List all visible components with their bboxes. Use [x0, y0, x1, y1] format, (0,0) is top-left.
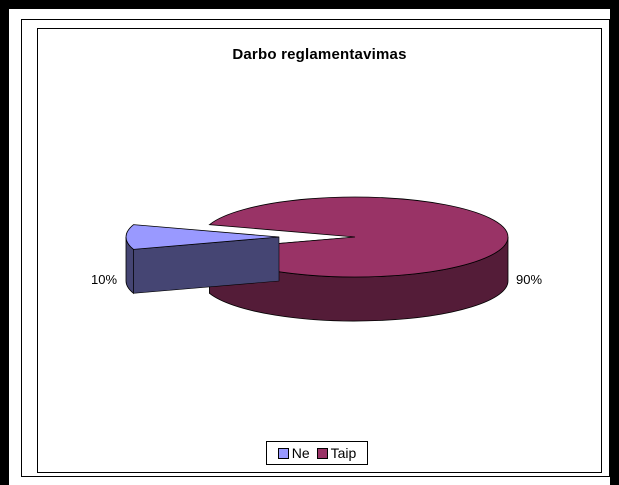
window-frame-left	[0, 0, 9, 485]
data-label-ne: 10%	[91, 272, 118, 287]
legend-swatch-ne	[277, 447, 289, 459]
legend-item-taip: Taip	[316, 445, 357, 461]
pie-slice-taip	[208, 196, 509, 278]
data-label-taip: 90%	[516, 272, 543, 287]
chart-legend: Ne Taip	[266, 441, 368, 465]
pie-slice-ne	[125, 224, 280, 250]
window-frame-right	[610, 0, 619, 485]
legend-label-ne: Ne	[291, 445, 310, 461]
legend-swatch-taip	[316, 447, 328, 459]
legend-label-taip: Taip	[330, 445, 357, 461]
window-frame-top	[0, 0, 619, 9]
chart-title: Darbo reglamentavimas	[232, 46, 407, 63]
legend-item-ne: Ne	[277, 445, 310, 461]
